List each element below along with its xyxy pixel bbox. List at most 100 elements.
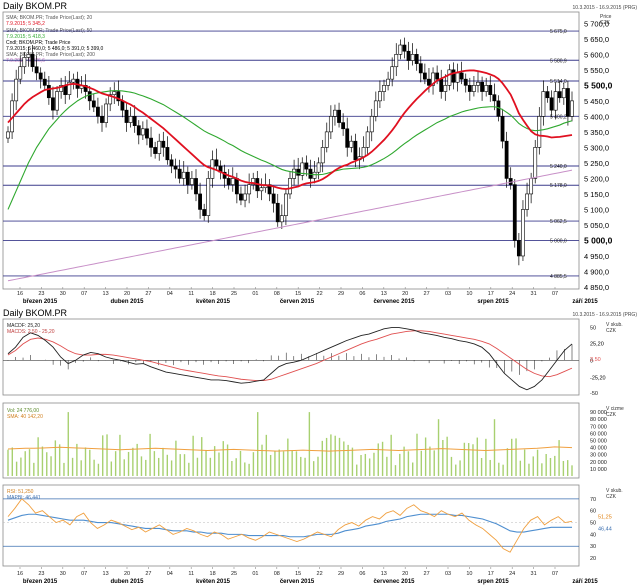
rsi-x-day: 20	[402, 571, 408, 577]
sma20-line	[7, 69, 573, 190]
price-x-day: 23	[38, 291, 44, 297]
candle-body	[537, 116, 542, 148]
candle-body	[333, 109, 337, 117]
price-x-day: 07	[552, 291, 558, 297]
rsi-ma-legend: MAPBI: 46,441	[7, 495, 41, 501]
candle-body	[447, 69, 452, 86]
candle-body	[382, 85, 386, 92]
candle-body	[18, 66, 23, 80]
candle-body	[328, 116, 333, 133]
rsi-x-day: 18	[210, 571, 216, 577]
price-panel-background	[2, 11, 580, 290]
rsi-x-day: 07	[81, 571, 87, 577]
candle-body	[108, 94, 113, 105]
volume-axis-name: V cizme	[606, 406, 624, 412]
candle-body	[112, 91, 117, 95]
candle-body	[161, 140, 166, 148]
rsi-y-tick: 30	[590, 544, 596, 550]
level-label: 5 000,0	[550, 238, 567, 244]
price-x-month: září 2015	[572, 299, 598, 305]
candle-body	[472, 85, 476, 92]
candle-body	[427, 78, 431, 86]
candle-body	[378, 91, 382, 102]
candle-body	[435, 72, 440, 80]
macd-signal-legend: MACDS: 2,50 - 25,20	[7, 329, 55, 335]
rsi-panel-background	[2, 484, 580, 567]
price-y-tick: 5 150,0	[584, 190, 609, 199]
volume-y-tick: 60 000	[590, 431, 607, 437]
rsi-x-day: 04	[167, 571, 173, 577]
rsi-x-day: 03	[445, 571, 451, 577]
price-x-day: 10	[466, 291, 472, 297]
candle-body	[533, 147, 538, 179]
price-x-month: duben 2015	[110, 299, 144, 305]
rsi-ma-line	[7, 513, 572, 538]
candle-body	[406, 50, 411, 61]
candle-body	[451, 69, 456, 83]
candle-body	[512, 184, 517, 241]
candle-body	[337, 109, 341, 123]
volume-legend: Vol: 24 776,00	[7, 408, 39, 414]
candle-body	[251, 178, 256, 185]
candle-body	[410, 54, 415, 61]
legend-candle-label: Cndl; BKOM.PR; Trade Price	[6, 40, 71, 46]
candle-body	[545, 91, 550, 99]
sma200-line	[7, 169, 573, 282]
candle-body	[296, 168, 301, 176]
candle-body	[476, 81, 480, 86]
price-x-day: 30	[60, 291, 66, 297]
level-label: 5 400,2	[550, 114, 567, 120]
candle-body	[185, 171, 190, 185]
candle-body	[365, 131, 370, 148]
price-x-day: 16	[17, 291, 23, 297]
macd-y-tick: 50	[590, 326, 596, 332]
rsi-x-day: 27	[424, 571, 430, 577]
candle-body	[194, 178, 198, 195]
rsi-x-day: 10	[466, 571, 472, 577]
rsi-y-tick: 50	[590, 521, 596, 527]
candle-body	[190, 178, 194, 185]
price-x-day: 31	[531, 291, 537, 297]
price-x-day: 11	[188, 291, 194, 297]
legend-candle-value: 7.9.2015; 5 460,0; 5 486,0; 5 391,0; 5 3…	[6, 46, 104, 52]
candle-body	[292, 168, 296, 179]
candle-body	[157, 140, 162, 154]
rsi-x-day: 13	[103, 571, 109, 577]
candle-body	[324, 131, 329, 148]
candle-body	[459, 72, 464, 80]
candle-body	[181, 171, 186, 179]
rsi-y-tick: 60	[590, 509, 596, 515]
candle-body	[361, 147, 366, 158]
rsi-x-month: duben 2015	[110, 579, 144, 585]
volume-sma-line	[7, 446, 573, 452]
price-y-tick: 5 350,0	[584, 128, 609, 137]
candle-body	[140, 128, 145, 136]
level-label: 5 580,9	[550, 58, 567, 64]
candle-body	[271, 193, 276, 204]
candle-body	[226, 178, 231, 185]
candle-body	[247, 184, 252, 195]
rsi-x-day: 31	[531, 571, 537, 577]
candle-body	[398, 44, 403, 55]
price-x-month: březen 2015	[23, 299, 58, 305]
macd-value-label: -25,20	[590, 375, 606, 381]
rsi-y-tick: 20	[590, 556, 596, 562]
price-axis-name: Price	[600, 14, 612, 20]
level-label: 5 178,0	[550, 183, 567, 189]
level-label: 5 514,0	[550, 79, 567, 85]
candle-body	[14, 78, 19, 102]
price-x-day: 27	[145, 291, 151, 297]
candle-body	[316, 162, 321, 173]
candle-body	[300, 162, 305, 176]
candle-body	[206, 178, 211, 216]
candle-body	[42, 78, 47, 86]
chart-title: Daily BKOM.PR	[3, 1, 68, 11]
price-y-tick: 5 500,0	[584, 80, 613, 90]
candle-body	[541, 91, 546, 117]
rsi-x-day: 06	[359, 571, 365, 577]
price-x-day: 13	[381, 291, 387, 297]
macd-axis-name: V skub.	[606, 322, 623, 328]
rsi-x-day: 01	[252, 571, 258, 577]
price-y-tick: 5 700,0	[584, 19, 609, 28]
candle-body	[26, 54, 31, 58]
